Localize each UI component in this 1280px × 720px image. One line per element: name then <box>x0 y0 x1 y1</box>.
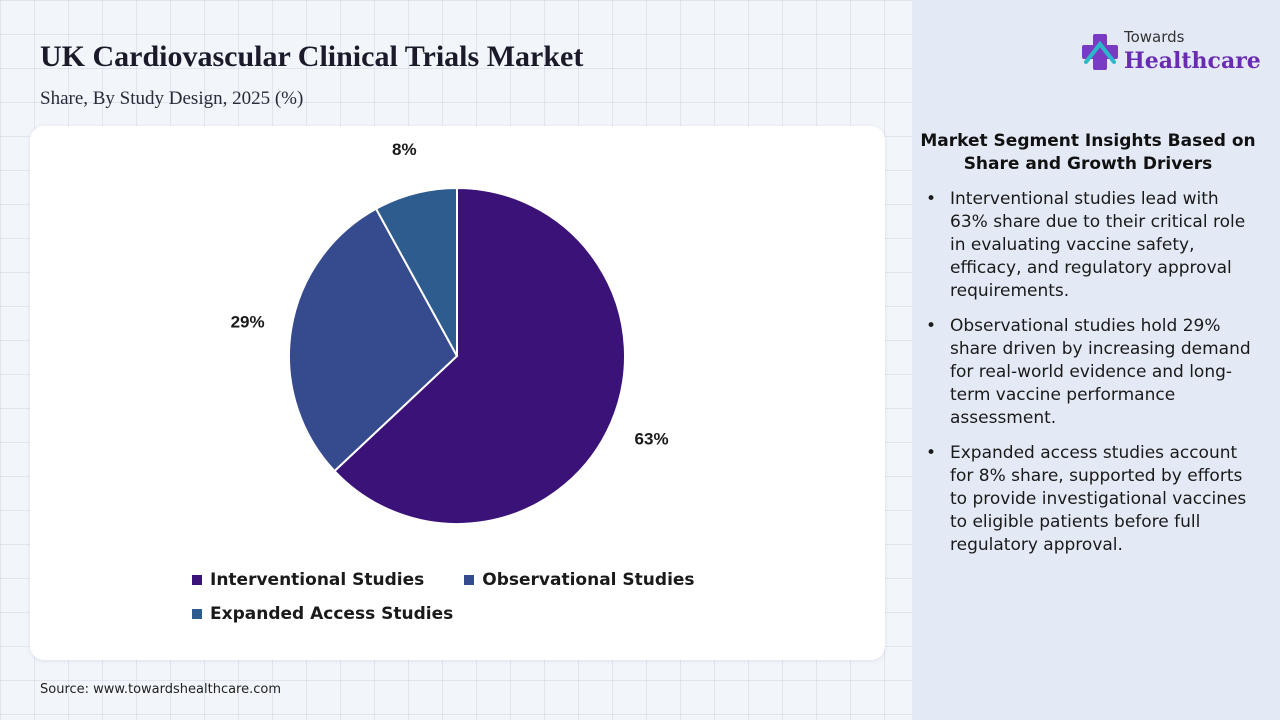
legend-label: Expanded Access Studies <box>210 604 454 624</box>
pie-chart: 63% 29% 8% <box>231 140 669 525</box>
insight-item: • Interventional studies lead with 63% s… <box>920 188 1256 303</box>
slice-data-label: 29% <box>231 312 265 331</box>
insight-text: Expanded access studies account for 8% s… <box>950 443 1247 555</box>
insight-item: • Observational studies hold 29% share d… <box>920 315 1256 430</box>
insights-title: Market Segment Insights Based on Share a… <box>920 131 1256 174</box>
page-title: UK Cardiovascular Clinical Trials Market <box>40 40 584 73</box>
insights-list: • Interventional studies lead with 63% s… <box>920 188 1256 557</box>
legend-label: Interventional Studies <box>210 570 425 590</box>
bullet-icon: • <box>926 189 937 209</box>
logo-text-main: Healthcare <box>1124 48 1261 74</box>
legend-item: Expanded Access Studies <box>192 604 453 624</box>
insight-text: Observational studies hold 29% share dri… <box>950 316 1251 428</box>
insight-text: Interventional studies lead with 63% sha… <box>950 189 1246 301</box>
pie-slice-observational-studies <box>288 207 459 473</box>
insights-panel <box>912 0 1280 720</box>
legend-item: Observational Studies <box>464 570 695 590</box>
pie-slice-expanded-access-studies <box>374 186 458 357</box>
insight-item: • Expanded access studies account for 8%… <box>920 442 1256 557</box>
medical-cross-icon <box>1082 34 1118 70</box>
source-note: Source: www.towardshealthcare.com <box>40 682 282 697</box>
bullet-icon: • <box>926 443 937 463</box>
brand-logo: Towards Healthcare <box>1080 26 1261 78</box>
insights-section: Market Segment Insights Based on Share a… <box>920 130 1256 569</box>
page-subtitle: Share, By Study Design, 2025 (%) <box>40 88 304 109</box>
legend-swatch <box>192 575 202 585</box>
pie-slice-interventional-studies <box>333 186 626 525</box>
legend-label: Observational Studies <box>482 570 695 590</box>
legend-swatch <box>192 609 202 619</box>
legend-item: Interventional Studies <box>192 570 424 590</box>
slice-data-label: 8% <box>392 140 417 159</box>
logo-text-top: Towards <box>1124 28 1185 46</box>
chart-card: 63% 29% 8% Interventional Studies Observati… <box>30 126 885 660</box>
chart-legend: Interventional Studies Observational Stud… <box>192 570 752 624</box>
bullet-icon: • <box>926 316 937 336</box>
slice-data-label: 63% <box>635 430 669 449</box>
legend-swatch <box>464 575 475 585</box>
